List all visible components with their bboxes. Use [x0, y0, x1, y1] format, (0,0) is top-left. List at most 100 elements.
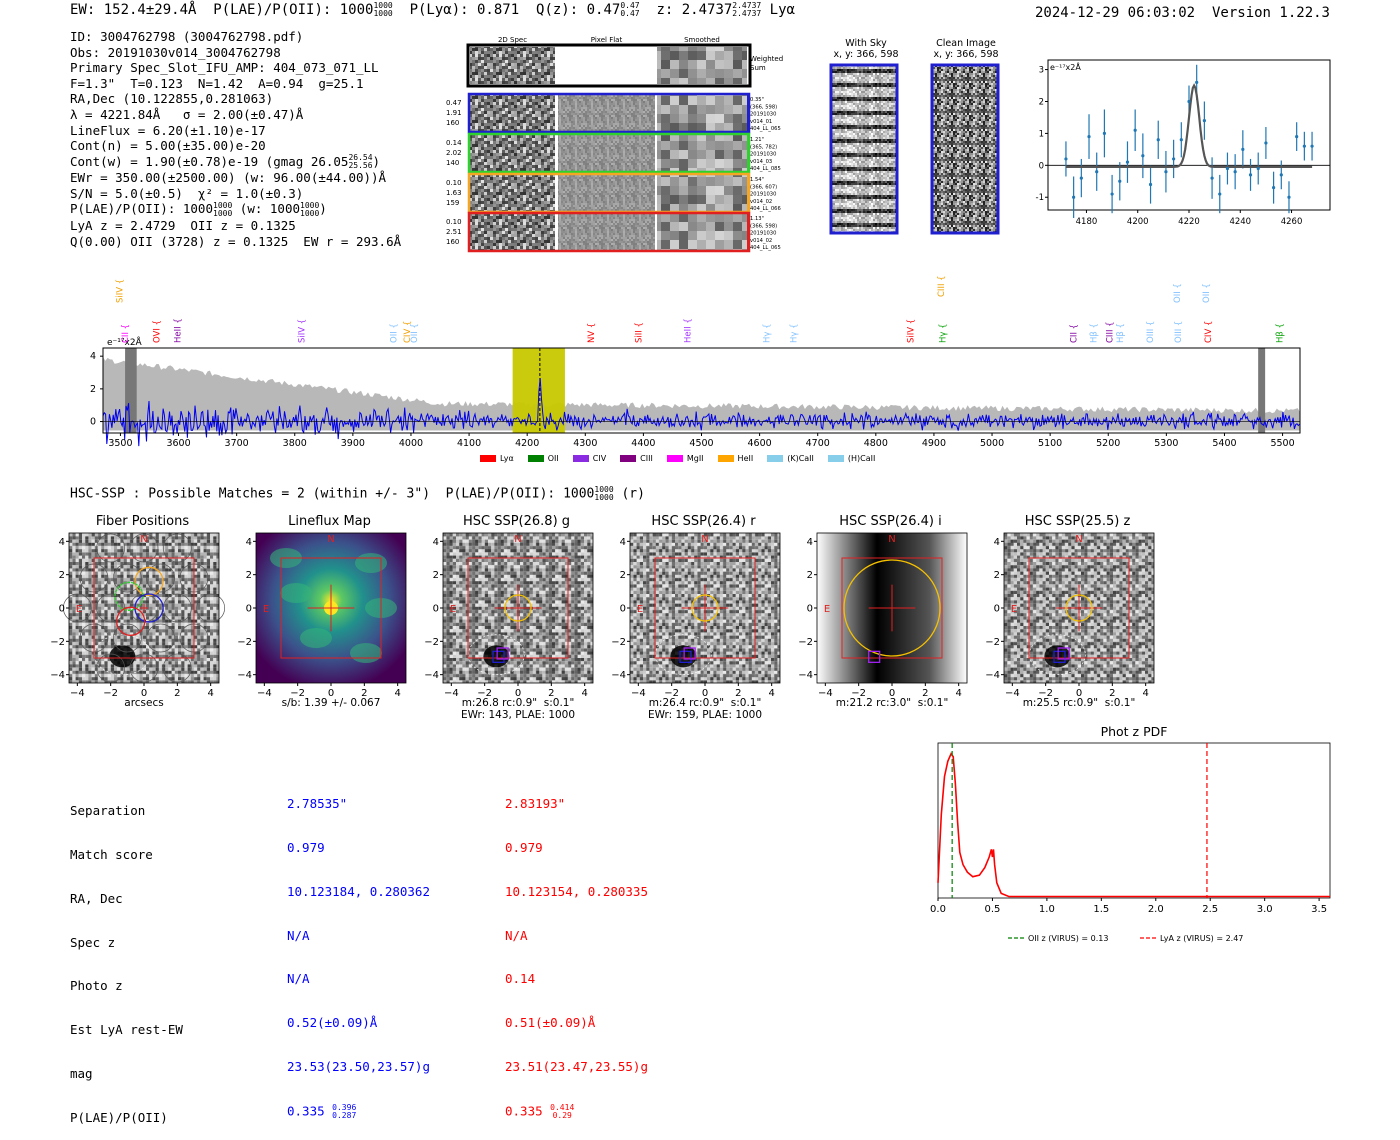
header-z-line: Lyα	[769, 2, 795, 18]
with-sky-title: With Sky	[845, 38, 887, 49]
legend-swatch	[480, 455, 496, 462]
table-cell: 10.123184, 0.280362	[287, 883, 430, 899]
hsc-x-tick: −4	[818, 688, 833, 699]
zoom-frame	[1047, 59, 1331, 211]
hsc-panel-title: Lineflux Map	[288, 514, 371, 529]
hsc-summary-text: HSC-SSP : Possible Matches = 2 (within +…	[70, 486, 595, 502]
line-id-text: Hβ {	[1116, 323, 1126, 343]
line-id-text: OII {	[410, 323, 420, 343]
match-table-col1: 2.78535" 0.979 10.123184, 0.280362 N/A N…	[287, 768, 430, 1134]
hsc-panel: Lineflux Map N E 4 4 2 2 0 0 −2 −2 −4 −4 s/b: 1.39 +/…	[237, 510, 422, 725]
row-left-label: 0.10	[446, 218, 462, 226]
header-qz-frac: 0.47 0.47	[620, 2, 639, 18]
fiber-circle	[112, 623, 142, 653]
search-box	[93, 557, 195, 659]
hsc-y-tick: 0	[994, 604, 1000, 615]
line-id-text: HeII {	[173, 318, 183, 343]
legend-label: OII	[547, 454, 559, 463]
hsc-panel-caption: m:26.8 rc:0.9" s:0.1" EWr: 143, PLAE: 10…	[460, 697, 576, 721]
info-contw-text: Cont(w) = 1.90(±0.78)e-19 (gmag 26.05	[70, 153, 349, 169]
hsc-x-tick: −2	[851, 688, 866, 699]
hsc-x-tick: 2	[1109, 688, 1115, 699]
zoom-data-point	[1233, 170, 1237, 174]
photz-legend-lya: LyA z (VIRUS) = 2.47	[1160, 934, 1243, 943]
line-id-label: OII {	[410, 323, 420, 343]
zoom-data-point	[1095, 170, 1099, 174]
table-label: RA, Dec	[70, 890, 123, 906]
legend-swatch	[527, 455, 544, 462]
legend-swatch	[767, 455, 784, 462]
compass-e: E	[1011, 604, 1017, 615]
zoom-data-point	[1264, 141, 1268, 145]
cutout-panel: 2D Spec Pixel Flat Smoothed Weighted Sum 0.47…	[445, 33, 795, 258]
hsc-x-tick: −4	[257, 688, 272, 699]
hsc-panel-image: N E 4 4 2 2 0 0 −2 −2 −4 −4	[237, 532, 407, 699]
hsc-panel-title: HSC SSP(25.5) z	[1024, 514, 1131, 529]
row-right-label: v014_01	[750, 119, 772, 125]
zoom-data-point	[1148, 182, 1153, 187]
header-plae-hi: 1000	[373, 1, 393, 10]
weighted-label: Sum	[750, 64, 766, 72]
header-qz-lo: 0.47	[620, 9, 640, 18]
hsc-panel-image: N E 4 4 2 2 0 0 −2 −2 −4 −4	[424, 532, 594, 699]
legend-label: CIII	[640, 454, 653, 463]
header-summary: EW: 152.4±29.4Å P(LAE)/P(OII): 10001000 1…	[70, 1, 795, 19]
hsc-x-tick: 0	[328, 688, 334, 699]
search-box	[1028, 557, 1130, 659]
legend-item: CIII	[620, 454, 653, 463]
zoom-plot: e⁻¹⁷x2Å 3 2 1 0 -1 4180 4200 4220 4240 4260	[1036, 59, 1331, 227]
photz-plot: Phot z PDF 0.0 0.5 1.0 1.5 2.0 2.5 3.0 3.5 OII z …	[930, 724, 1331, 943]
row-right-label: 1.21"	[750, 137, 764, 143]
hsc-y-tick: 2	[620, 570, 626, 581]
row-smooth	[657, 175, 747, 211]
hsc-panel-title: Fiber Positions	[95, 514, 190, 529]
line-id-text: Hγ {	[789, 323, 799, 343]
info-gmag-lo: 25.56	[348, 161, 373, 171]
photz-x-tick: 0.5	[984, 904, 1000, 915]
hsc-y-tick: 0	[433, 604, 439, 615]
row-2dspec	[470, 214, 555, 250]
row-right-label: 1.13"	[750, 216, 764, 222]
info-line-id: ID: 3004762798 (3004762798.pdf)	[70, 29, 304, 44]
table-col2-lo: 0.29	[552, 1110, 572, 1120]
masked-region	[125, 348, 137, 433]
line-id-label: CIII {	[1105, 321, 1115, 343]
compass-n: N	[888, 534, 895, 545]
info-line-lineflux: LineFlux = 6.20(±1.10)e-17	[70, 122, 266, 138]
line-id-label: CIV {	[1204, 321, 1214, 343]
line-id-text: SiIV {	[115, 279, 125, 303]
zoom-unit-label: e⁻¹⁷x2Å	[1050, 61, 1081, 72]
spectrum-x-tick: 4700	[806, 438, 830, 449]
spectrum-unit-label: e⁻¹⁷x2Å	[107, 336, 143, 348]
line-id-text: SiIV {	[298, 319, 308, 343]
row-right-label: (366, 598)	[750, 223, 777, 229]
table-cell: 2.78535"	[287, 796, 348, 812]
spectrum-x-tick: 5400	[1212, 438, 1236, 449]
info-plae-hi: 1000	[213, 200, 233, 210]
match-square-purple	[496, 647, 509, 660]
line-id-text: CIII {	[1105, 321, 1115, 343]
spectrum-x-tick: 3900	[341, 438, 365, 449]
hsc-panel-image: N E 4 4 2 2 0 0 −2 −2 −4 −4	[985, 532, 1155, 699]
hsc-x-tick: −2	[1038, 688, 1053, 699]
row-flat	[558, 135, 655, 171]
hsc-y-tick: −2	[424, 637, 439, 648]
hsc-panel-title: HSC SSP(26.4) r	[651, 514, 756, 529]
photz-frame	[937, 742, 1331, 899]
zoom-data-point	[1195, 80, 1199, 84]
line-id-text: OII {	[1202, 283, 1212, 303]
flux-blob	[300, 628, 332, 648]
hsc-y-tick: 2	[807, 570, 813, 581]
row-smooth	[657, 135, 747, 171]
hsc-y-tick: 4	[620, 537, 626, 548]
zoom-y-tick: 0	[1039, 161, 1044, 171]
compass-n: N	[327, 534, 334, 545]
table-cell-plae: 0.335	[287, 1103, 325, 1119]
zoom-data-point	[1164, 170, 1168, 174]
zoom-y-tick: -1	[1036, 193, 1044, 203]
hsc-summary: HSC-SSP : Possible Matches = 2 (within +…	[70, 486, 645, 502]
hsc-x-tick: 0	[889, 688, 895, 699]
info-line-contn: Cont(n) = 5.00(±35.00)e-20	[70, 138, 266, 154]
row-right-label: 20191030	[750, 112, 776, 118]
photz-x-tick: 0.0	[930, 904, 946, 915]
